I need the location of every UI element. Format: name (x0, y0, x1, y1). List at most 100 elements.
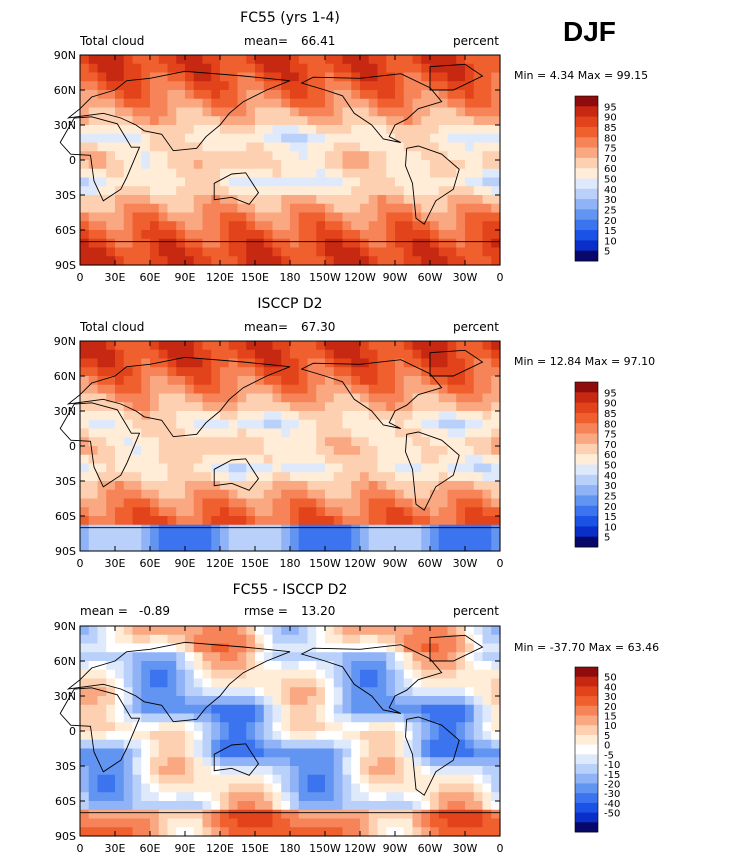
field-cell (482, 125, 492, 135)
field-cell (263, 402, 274, 412)
legend-swatch (575, 209, 598, 221)
field-cell (106, 98, 116, 109)
field-cell (290, 661, 300, 671)
field-cell (316, 498, 326, 508)
field-cell (325, 696, 335, 706)
field-cell (97, 411, 107, 421)
field-cell (333, 393, 344, 403)
lon-tick-label: 120W (344, 557, 376, 570)
field-cell (482, 687, 492, 697)
field-cell (80, 713, 90, 723)
field-cell (123, 341, 134, 351)
field-cell (141, 731, 151, 741)
field-cell (176, 177, 186, 187)
field-cell (228, 341, 239, 351)
field-cell (395, 168, 405, 179)
field-cell (185, 125, 195, 135)
field-cell (333, 652, 344, 662)
field-cell (482, 81, 492, 91)
field-cell (88, 72, 99, 82)
field-cell (456, 661, 466, 671)
field-cell (298, 481, 309, 491)
field-cell (456, 107, 466, 117)
field-cell (421, 98, 431, 109)
field-cell (307, 98, 317, 109)
field-cell (150, 524, 160, 535)
field-cell (255, 827, 265, 837)
field-cell (377, 463, 387, 473)
field-cell (316, 792, 326, 802)
field-cell (167, 437, 177, 447)
field-cell (80, 238, 90, 249)
field-cell (403, 247, 414, 257)
field-cell (150, 376, 160, 386)
field-cell (141, 524, 151, 535)
field-cell (482, 116, 492, 126)
field-cell (316, 542, 326, 552)
field-cell (211, 704, 221, 715)
field-cell (290, 766, 300, 776)
field-cell (333, 63, 344, 74)
field-cell (246, 774, 256, 785)
field-cell (106, 696, 116, 706)
field-cell (386, 516, 396, 526)
field-cell (176, 792, 186, 802)
legend-label: 75 (604, 144, 617, 155)
field-cell (342, 125, 352, 135)
field-cell (132, 247, 142, 257)
field-cell (193, 498, 204, 508)
field-cell (447, 81, 457, 91)
field-cell (141, 678, 151, 688)
field-cell (325, 516, 335, 526)
field-cell (97, 669, 107, 680)
field-cell (351, 489, 361, 500)
field-cell (395, 783, 405, 793)
field-cell (246, 704, 256, 715)
field-cell (351, 454, 361, 465)
field-cell (272, 739, 282, 750)
legend-label: 70 (604, 154, 617, 165)
field-cell (202, 349, 212, 360)
field-cell (150, 221, 160, 231)
field-cell (438, 247, 449, 257)
field-cell (482, 133, 492, 144)
field-cell (150, 402, 160, 412)
field-cell (377, 669, 387, 680)
field-cell (132, 72, 142, 82)
field-cell (97, 652, 107, 662)
field-cell (438, 634, 449, 645)
field-cell (421, 766, 431, 776)
field-cell (368, 454, 379, 465)
field-cell (395, 774, 405, 785)
field-cell (298, 652, 309, 662)
field-cell (368, 107, 379, 117)
field-cell (307, 402, 317, 412)
field-cell (482, 160, 492, 170)
field-cell (211, 437, 221, 447)
field-cell (115, 98, 125, 109)
field-cell (106, 393, 116, 403)
field-cell (421, 748, 431, 758)
field-cell (281, 133, 291, 144)
field-cell (482, 472, 492, 482)
field-cell (290, 481, 300, 491)
field-cell (360, 393, 370, 403)
field-cell (395, 125, 405, 135)
field-cell (150, 341, 160, 351)
field-cell (97, 90, 107, 100)
field-cell (176, 661, 186, 671)
field-cell (185, 437, 195, 447)
field-cell (342, 195, 352, 205)
field-cell (456, 678, 466, 688)
field-cell (491, 792, 501, 802)
field-cell (115, 419, 125, 430)
field-cell (158, 90, 169, 100)
field-cell (123, 783, 134, 793)
lon-tick-label: 60E (140, 271, 161, 284)
field-cell (307, 151, 317, 161)
field-cell (403, 107, 414, 117)
field-cell (132, 367, 142, 377)
field-cell (150, 634, 160, 645)
field-cell (272, 195, 282, 205)
field-cell (438, 801, 449, 811)
